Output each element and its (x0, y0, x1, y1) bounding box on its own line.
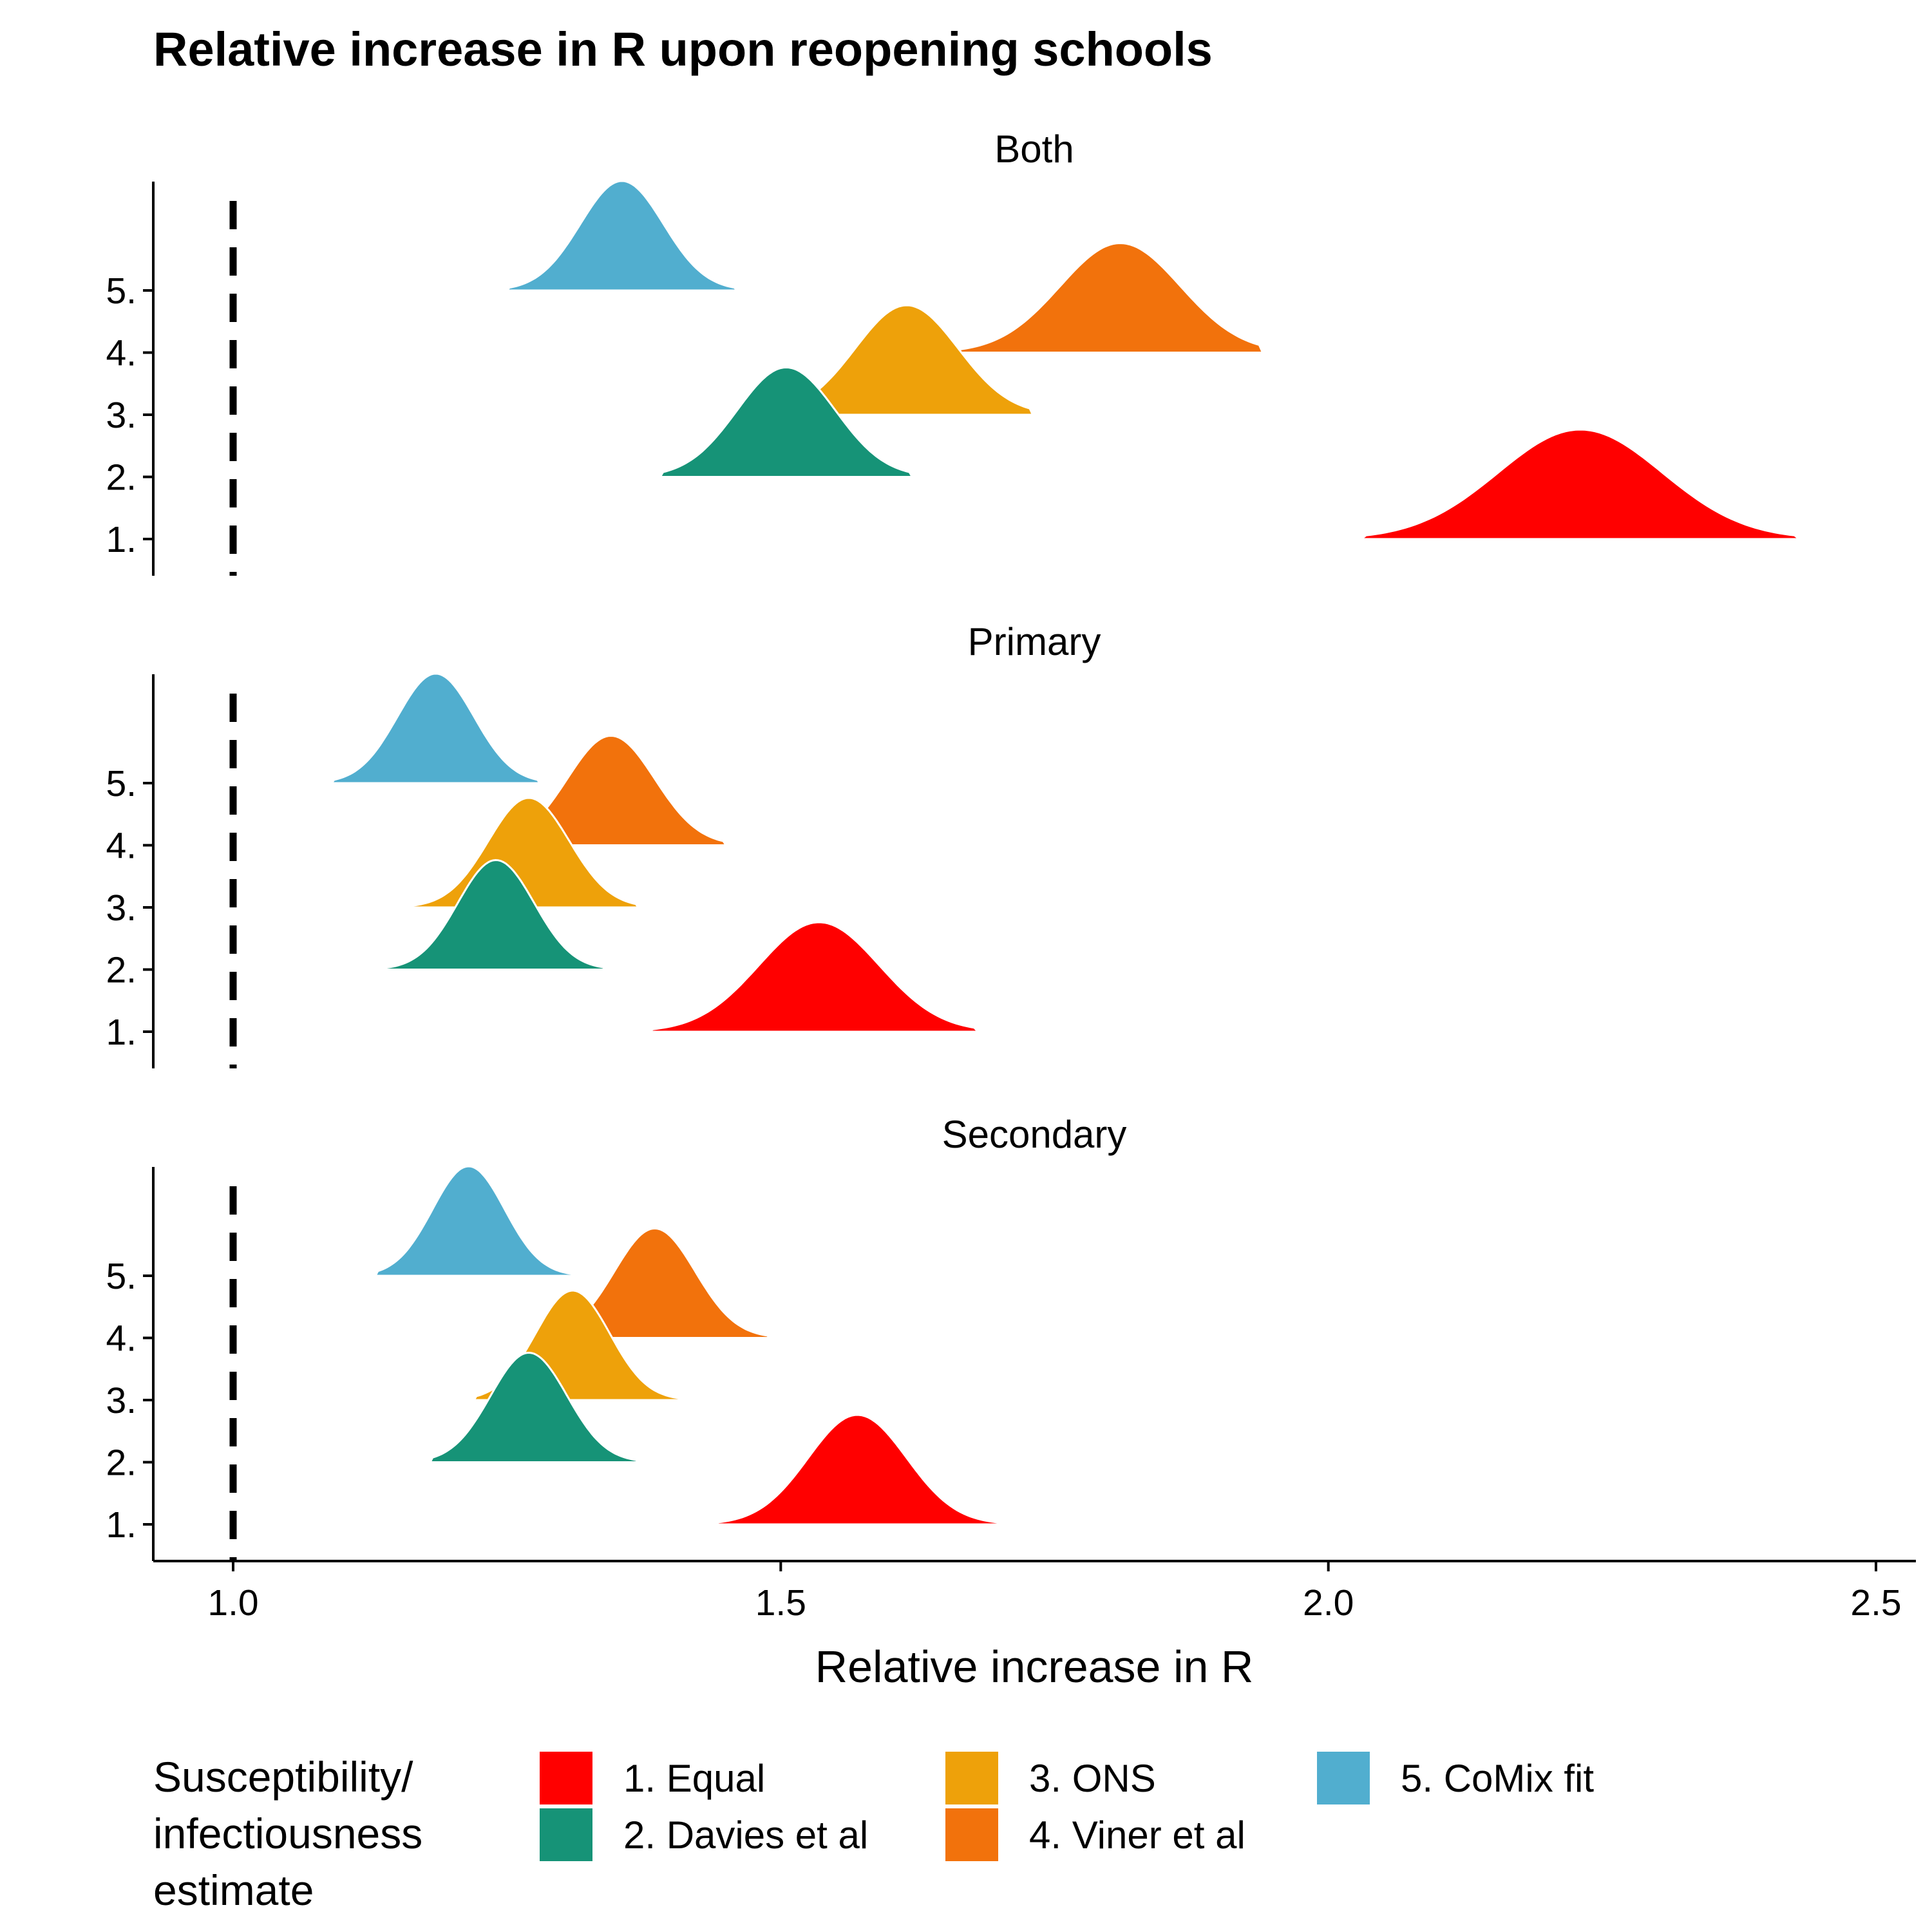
legend-item-label: 1. Equal (623, 1757, 765, 1800)
y-tick-label: 3. (106, 1380, 137, 1421)
y-tick-label: 2. (106, 1443, 137, 1484)
y-tick-label: 3. (106, 887, 137, 929)
ridge-5-comix-fit (374, 1165, 584, 1277)
panel-label: Both (994, 128, 1074, 171)
legend-swatch (945, 1752, 998, 1804)
x-tick-label: 1.0 (207, 1582, 258, 1624)
x-tick-label: 1.5 (755, 1582, 806, 1624)
y-tick-label: 1. (106, 519, 137, 560)
y-tick-label: 1. (106, 1504, 137, 1546)
x-tick-label: 2.5 (1850, 1582, 1901, 1624)
y-tick-label: 3. (106, 395, 137, 436)
legend-swatch (540, 1808, 592, 1861)
ridge-5-comix-fit (330, 672, 542, 784)
y-tick-label: 2. (106, 457, 137, 498)
panel-both: Both 1. 2. 3. 4. 5. (106, 128, 1803, 576)
y-tick-label: 5. (106, 270, 137, 312)
legend-title: Susceptibility/ (153, 1753, 413, 1801)
panel-label: Primary (968, 620, 1101, 663)
ridge-1-equal (1358, 428, 1803, 540)
legend-swatch (1317, 1752, 1370, 1804)
ridge-1-equal (646, 921, 980, 1033)
panel-label: Secondary (942, 1113, 1127, 1156)
x-axis-label: Relative increase in R (815, 1642, 1254, 1692)
ridge-3-ons (404, 797, 641, 909)
ridge-4-viner-et-al (953, 242, 1264, 354)
y-tick-label: 1. (106, 1012, 137, 1053)
y-tick-label: 2. (106, 950, 137, 991)
legend-title: estimate (153, 1866, 314, 1914)
panels-group: Both1.2.3.4.5.Primary1.2.3.4.5.Secondary… (106, 128, 1803, 1561)
panel-secondary: Secondary 1. 2. 3. 4. 5. (106, 1113, 1126, 1561)
legend-title: infectiousness (153, 1810, 422, 1857)
legend-swatch (945, 1808, 998, 1861)
y-tick-label: 4. (106, 826, 137, 867)
legend-item-label: 2. Davies et al (623, 1814, 868, 1857)
ridge-2-davies-et-al (658, 366, 914, 478)
x-axis: 1.0 1.5 2.0 2.5 (153, 1560, 1916, 1624)
y-tick-label: 4. (106, 333, 137, 374)
y-tick-label: 4. (106, 1318, 137, 1359)
ridge-2-davies-et-al (428, 1351, 641, 1463)
legend-item-label: 5. CoMix fit (1401, 1757, 1594, 1800)
ridge-2-davies-et-al (375, 858, 609, 971)
chart-title: Relative increase in R upon reopening sc… (153, 23, 1213, 76)
ridge-5-comix-fit (504, 180, 739, 292)
y-tick-label: 5. (106, 763, 137, 804)
ridge-1-equal (711, 1414, 1022, 1526)
legend-swatch (540, 1752, 592, 1804)
panel-primary: Primary 1. 2. 3. 4. 5. (106, 620, 1101, 1068)
legend: Susceptibility/infectiousness estimate 1. … (153, 1752, 1594, 1914)
legend-item-label: 3. ONS (1029, 1757, 1156, 1800)
y-tick-label: 5. (106, 1256, 137, 1297)
legend-item-label: 4. Viner et al (1029, 1814, 1245, 1857)
x-tick-label: 2.0 (1303, 1582, 1354, 1624)
